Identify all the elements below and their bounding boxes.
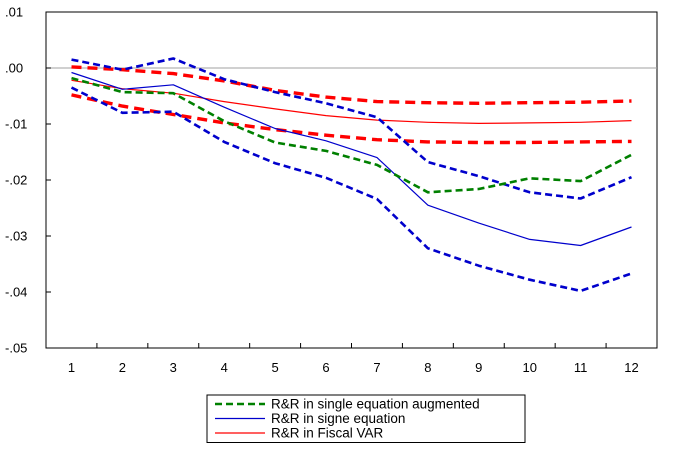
x-tick-label: 12: [624, 360, 638, 375]
x-tick-label: 3: [170, 360, 177, 375]
series-line-5: [71, 65, 632, 106]
x-tick-label: 5: [272, 360, 279, 375]
x-tick-label: 8: [424, 360, 431, 375]
x-tick-label: 2: [119, 360, 126, 375]
y-tick-label: -.04: [5, 285, 27, 300]
series-line-6: [71, 93, 632, 145]
x-tick-label: 10: [522, 360, 536, 375]
legend-label: R&R in single equation augmented: [271, 397, 480, 412]
legend-label: R&R in Fiscal VAR: [271, 426, 384, 441]
x-tick-label: 7: [373, 360, 380, 375]
y-tick-label: .01: [5, 5, 23, 20]
legend-label: R&R in signe equation: [271, 411, 405, 426]
x-tick-label: 4: [221, 360, 228, 375]
y-tick-label: -.01: [5, 117, 27, 132]
x-tick-label: 1: [68, 360, 75, 375]
y-tick-label: -.05: [5, 341, 27, 356]
series-line-1: [71, 71, 632, 247]
x-tick-label: 11: [574, 360, 588, 375]
y-tick-label: .00: [5, 61, 23, 76]
y-tick-label: -.03: [5, 229, 27, 244]
y-tick-label: -.02: [5, 173, 27, 188]
x-tick-label: 6: [322, 360, 329, 375]
series-line-4: [70, 86, 632, 293]
series-line-3: [71, 57, 633, 200]
series-line-2: [71, 79, 632, 125]
x-tick-label: 9: [475, 360, 482, 375]
series-line-0: [71, 76, 633, 194]
